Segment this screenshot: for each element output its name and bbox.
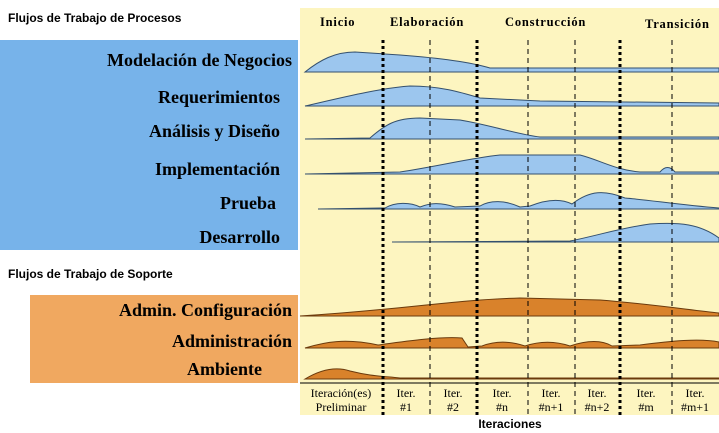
- iteration-label: Iter.: [493, 386, 512, 400]
- workflow-label: Implementación: [155, 159, 280, 179]
- phase: Inicio: [320, 15, 355, 29]
- hump: [391, 222, 719, 243]
- iteration-label: #m+1: [681, 400, 709, 414]
- iteration-label: Iter.: [444, 386, 463, 400]
- iteration-label: Iter.: [542, 386, 561, 400]
- iteration-label: #1: [400, 400, 412, 414]
- hump: [303, 368, 719, 380]
- workflow-label: Admin. Configuración: [119, 300, 292, 320]
- hump: [304, 154, 719, 175]
- iteration-labels: Iteración(es)PreliminarIter.#1Iter.#2Ite…: [311, 386, 709, 414]
- iteration-label: Iter.: [588, 386, 607, 400]
- iteration-label: #n+1: [539, 400, 564, 414]
- iteration-label: #m: [638, 400, 654, 414]
- workflow-label: Modelación de Negocios: [107, 50, 292, 70]
- iteration-label: Preliminar: [316, 400, 367, 414]
- hump: [303, 51, 719, 73]
- x-label: Iteraciones: [478, 417, 542, 431]
- workflow-label: Ambiente: [187, 359, 262, 379]
- iteration-label: Iteración(es): [311, 386, 372, 400]
- iteration-label: Iter.: [686, 386, 705, 400]
- hump: [304, 337, 719, 349]
- workflow-label: Análisis y Diseño: [149, 121, 280, 141]
- support-title: Flujos de Trabajo de Soporte: [8, 267, 173, 281]
- phase: Elaboración: [390, 15, 464, 29]
- iteration-label: #2: [447, 400, 459, 414]
- phase: Transición: [645, 17, 710, 31]
- process-title: Flujos de Trabajo de Procesos: [8, 11, 182, 25]
- iteration-label: Iter.: [397, 386, 416, 400]
- workflow-label: Requerimientos: [158, 87, 280, 107]
- process-box: [0, 40, 298, 250]
- workflow-label: Prueba: [220, 193, 276, 213]
- iteration-label: #n: [496, 400, 508, 414]
- iteration-label: Iter.: [637, 386, 656, 400]
- iteration-label: #n+2: [585, 400, 610, 414]
- workflow-label: Desarrollo: [199, 227, 280, 247]
- workflow-label: Administración: [172, 331, 292, 351]
- hump: [304, 117, 719, 140]
- hump: [304, 85, 719, 107]
- phase: Construcción: [505, 15, 586, 29]
- dividers: [300, 40, 719, 415]
- support-box: [30, 295, 298, 383]
- hump: [299, 297, 719, 317]
